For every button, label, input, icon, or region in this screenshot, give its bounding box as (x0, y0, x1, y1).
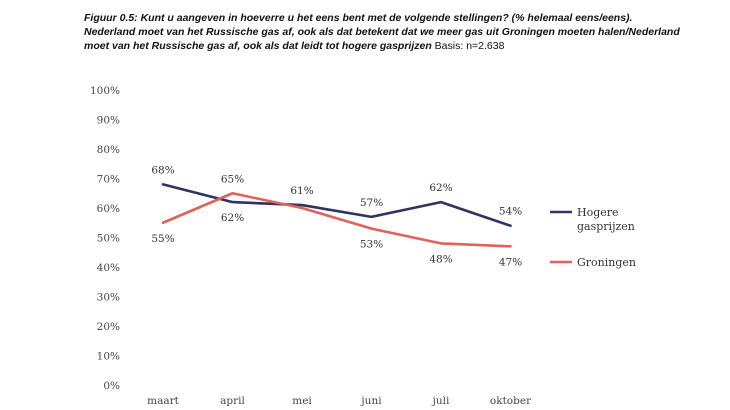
data-label: 65% (221, 173, 244, 185)
data-label: 53% (360, 239, 383, 251)
figure-caption: Figuur 0.5: Kunt u aangeven in hoeverre … (84, 11, 684, 53)
legend-label: Hogere (577, 206, 619, 219)
y-tick-label: 20% (97, 321, 120, 333)
data-label: 61% (290, 185, 313, 197)
y-axis: 0% 10% 20% 30% 40% 50% 60% 70% 80% 90% 100% (90, 85, 120, 392)
y-tick-label: 40% (97, 262, 120, 274)
x-tick-label: oktober (490, 395, 532, 407)
x-axis: maart april mei juni juli oktober (147, 395, 532, 407)
x-tick-label: juni (359, 395, 382, 407)
data-label: 57% (360, 197, 383, 209)
data-label: 62% (221, 212, 244, 224)
legend-label: gasprijzen (577, 220, 635, 233)
data-label: 62% (429, 182, 452, 194)
y-tick-label: 90% (97, 115, 120, 127)
data-label: 54% (499, 206, 522, 218)
series-line-groningen (161, 191, 512, 248)
data-label: 68% (151, 164, 174, 176)
data-labels: 68% 62% 61% 57% 62% 54% 55% 65% 53% 48% 47% (151, 164, 522, 268)
data-label: 47% (499, 256, 522, 268)
x-tick-label: mei (292, 395, 312, 407)
y-tick-label: 50% (97, 233, 120, 245)
y-tick-label: 60% (97, 203, 120, 215)
legend-label: Groningen (577, 256, 636, 269)
data-label: 48% (429, 253, 452, 265)
y-tick-label: 100% (90, 85, 120, 97)
caption-title: Figuur 0.5: Kunt u aangeven in hoeverre … (84, 12, 680, 52)
x-tick-label: april (220, 395, 245, 407)
y-tick-label: 80% (97, 144, 120, 156)
y-tick-label: 70% (97, 174, 120, 186)
y-tick-label: 30% (97, 292, 120, 304)
x-tick-label: maart (147, 395, 179, 407)
y-tick-label: 0% (103, 380, 120, 392)
y-tick-label: 10% (97, 351, 120, 363)
x-tick-label: juli (431, 395, 450, 407)
caption-basis: Basis: n=2.638 (431, 40, 505, 52)
data-label: 55% (151, 233, 174, 245)
series-layer (161, 183, 512, 248)
